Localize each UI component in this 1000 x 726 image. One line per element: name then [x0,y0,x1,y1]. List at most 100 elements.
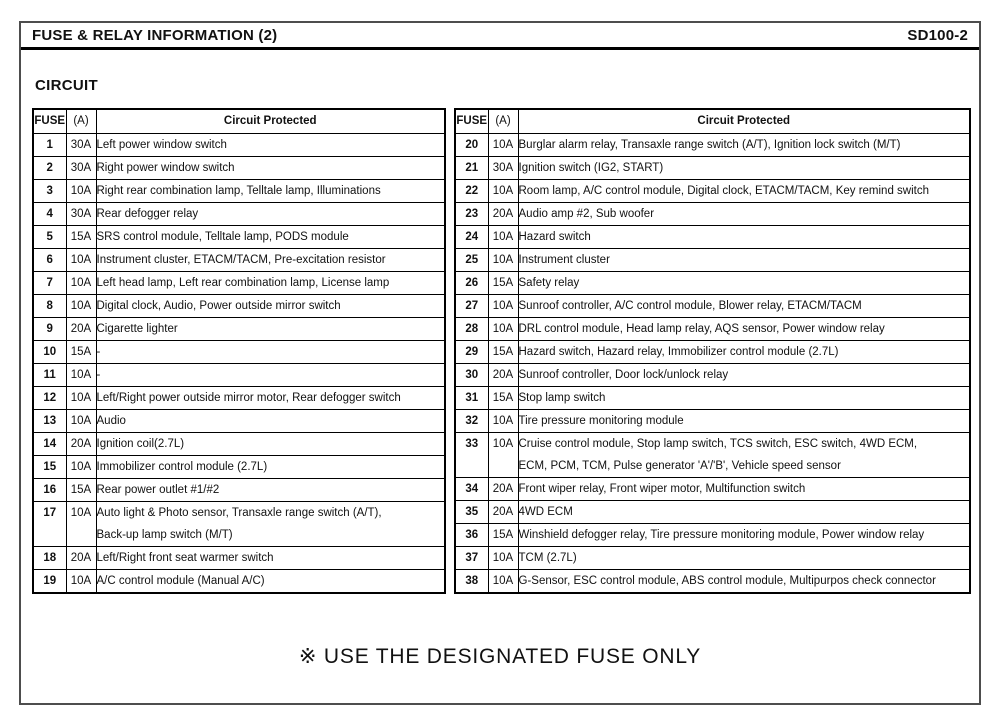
table-row: 8 10A Digital clock, Audio, Power outside … [32,294,446,318]
circuit-line: Stop lamp switch [518,392,606,404]
circuit-line: 4WD ECM [518,506,573,518]
fuse-table-1-19: FUSE (A) Circuit Protected 1 30A Left power w… [32,108,446,594]
table-row: 20 10A Burglar alarm relay, Transaxle rang… [454,133,971,157]
fuse-number-cell: 24 [454,225,489,249]
circuit-protected-cell: Digital clock, Audio, Power outside mirr… [95,294,446,318]
circuit-line: Hazard switch [518,231,591,243]
table-row: 21 30A Ignition switch (IG2, START) [454,156,971,180]
amp-column-header: (A) [65,108,97,134]
fuse-number-cell: 18 [32,546,67,570]
table-row: 36 15A Winshield defogger relay, Tire pres… [454,523,971,547]
circuit-line: Front wiper relay, Front wiper motor, Mu… [518,483,806,495]
circuit-line: Sunroof controller, Door lock/unlock rel… [518,369,729,381]
circuit-protected-cell: Auto light & Photo sensor, Transaxle ran… [95,501,446,547]
amp-rating-cell: 10A [65,363,97,387]
table-row: 24 10A Hazard switch [454,225,971,249]
fuse-number-cell: 21 [454,156,489,180]
circuit-line: Ignition coil(2.7L) [96,438,185,450]
fuse-number-cell: 7 [32,271,67,295]
table-row: 11 10A - [32,363,446,387]
circuit-protected-cell: 4WD ECM [517,500,971,524]
circuit-protected-cell: Safety relay [517,271,971,295]
fuse-number-cell: 28 [454,317,489,341]
circuit-protected-cell: G-Sensor, ESC control module, ABS contro… [517,569,971,594]
circuit-line: Sunroof controller, A/C control module, … [518,300,862,312]
amp-rating-cell: 10A [487,294,519,318]
circuit-line: Burglar alarm relay, Transaxle range swi… [518,139,901,151]
amp-rating-cell: 30A [65,133,97,157]
circuit-protected-cell: SRS control module, Telltale lamp, PODS … [95,225,446,249]
fuse-number-cell: 35 [454,500,489,524]
circuit-protected-cell: Right rear combination lamp, Telltale la… [95,179,446,203]
fuse-number-cell: 36 [454,523,489,547]
circuit-line: G-Sensor, ESC control module, ABS contro… [518,575,936,587]
table-row: 26 15A Safety relay [454,271,971,295]
page-code: SD100-2 [907,26,968,44]
circuit-line: Immobilizer control module (2.7L) [96,461,268,473]
fuse-number-cell: 13 [32,409,67,433]
amp-rating-cell: 10A [65,501,97,547]
footer-note: ※ USE THE DESIGNATED FUSE ONLY [298,645,702,668]
fuse-number-cell: 26 [454,271,489,295]
amp-rating-cell: 10A [65,409,97,433]
amp-rating-cell: 15A [65,478,97,502]
table-row: 5 15A SRS control module, Telltale lamp, P… [32,225,446,249]
amp-rating-cell: 10A [65,455,97,479]
page-title: FUSE & RELAY INFORMATION (2) [32,26,278,44]
circuit-protected-cell: Ignition coil(2.7L) [95,432,446,456]
circuit-line: SRS control module, Telltale lamp, PODS … [96,231,349,243]
circuit-line: Back-up lamp switch (M/T) [96,529,233,541]
fuse-number-cell: 4 [32,202,67,226]
amp-rating-cell: 10A [65,569,97,594]
table-row: 33 10A Cruise control module, Stop lamp sw… [454,432,971,478]
fuse-number-cell: 19 [32,569,67,594]
circuit-protected-cell: Sunroof controller, A/C control module, … [517,294,971,318]
header-row: FUSE (A) Circuit Protected [454,108,971,134]
circuit-line: Safety relay [518,277,580,289]
circuit-line: Cruise control module, Stop lamp switch,… [518,438,918,450]
circuit-line: Room lamp, A/C control module, Digital c… [518,185,929,197]
circuit-line: Ignition switch (IG2, START) [518,162,664,174]
circuit-protected-cell: Front wiper relay, Front wiper motor, Mu… [517,477,971,501]
table-row: 35 20A 4WD ECM [454,500,971,524]
amp-rating-cell: 15A [65,225,97,249]
fuse-number-cell: 9 [32,317,67,341]
amp-rating-cell: 15A [487,386,519,410]
circuit-line: Hazard switch, Hazard relay, Immobilizer… [518,346,839,358]
fuse-number-cell: 22 [454,179,489,203]
circuit-protected-cell: Winshield defogger relay, Tire pressure … [517,523,971,547]
circuit-protected-cell: Audio amp #2, Sub woofer [517,202,971,226]
amp-rating-cell: 20A [487,477,519,501]
table-row: 32 10A Tire pressure monitoring module [454,409,971,433]
amp-rating-cell: 10A [65,271,97,295]
circuit-protected-cell: Left power window switch [95,133,446,157]
table-row: 34 20A Front wiper relay, Front wiper moto… [454,477,971,501]
amp-rating-cell: 10A [65,248,97,272]
table-row: 27 10A Sunroof controller, A/C control mod… [454,294,971,318]
amp-rating-cell: 10A [487,432,519,478]
table-row: 19 10A A/C control module (Manual A/C) [32,569,446,594]
amp-rating-cell: 10A [65,294,97,318]
amp-rating-cell: 10A [487,225,519,249]
fuse-number-cell: 30 [454,363,489,387]
circuit-line: - [96,346,101,358]
circuit-line: Digital clock, Audio, Power outside mirr… [96,300,341,312]
table-row: 31 15A Stop lamp switch [454,386,971,410]
table-row: 37 10A TCM (2.7L) [454,546,971,570]
circuit-protected-cell: Instrument cluster, ETACM/TACM, Pre-exci… [95,248,446,272]
amp-rating-cell: 10A [487,179,519,203]
fuse-number-cell: 15 [32,455,67,479]
amp-rating-cell: 20A [65,546,97,570]
circuit-line: Left head lamp, Left rear combination la… [96,277,390,289]
fuse-number-cell: 32 [454,409,489,433]
circuit-column-header: Circuit Protected [95,108,446,134]
circuit-protected-cell: Cruise control module, Stop lamp switch,… [517,432,971,478]
circuit-line: Rear power outlet #1/#2 [96,484,220,496]
fuse-number-cell: 34 [454,477,489,501]
table-row: 2 30A Right power window switch [32,156,446,180]
amp-rating-cell: 15A [487,340,519,364]
table-row: 10 15A - [32,340,446,364]
circuit-protected-cell: Right power window switch [95,156,446,180]
amp-rating-cell: 10A [487,133,519,157]
fuse-number-cell: 37 [454,546,489,570]
